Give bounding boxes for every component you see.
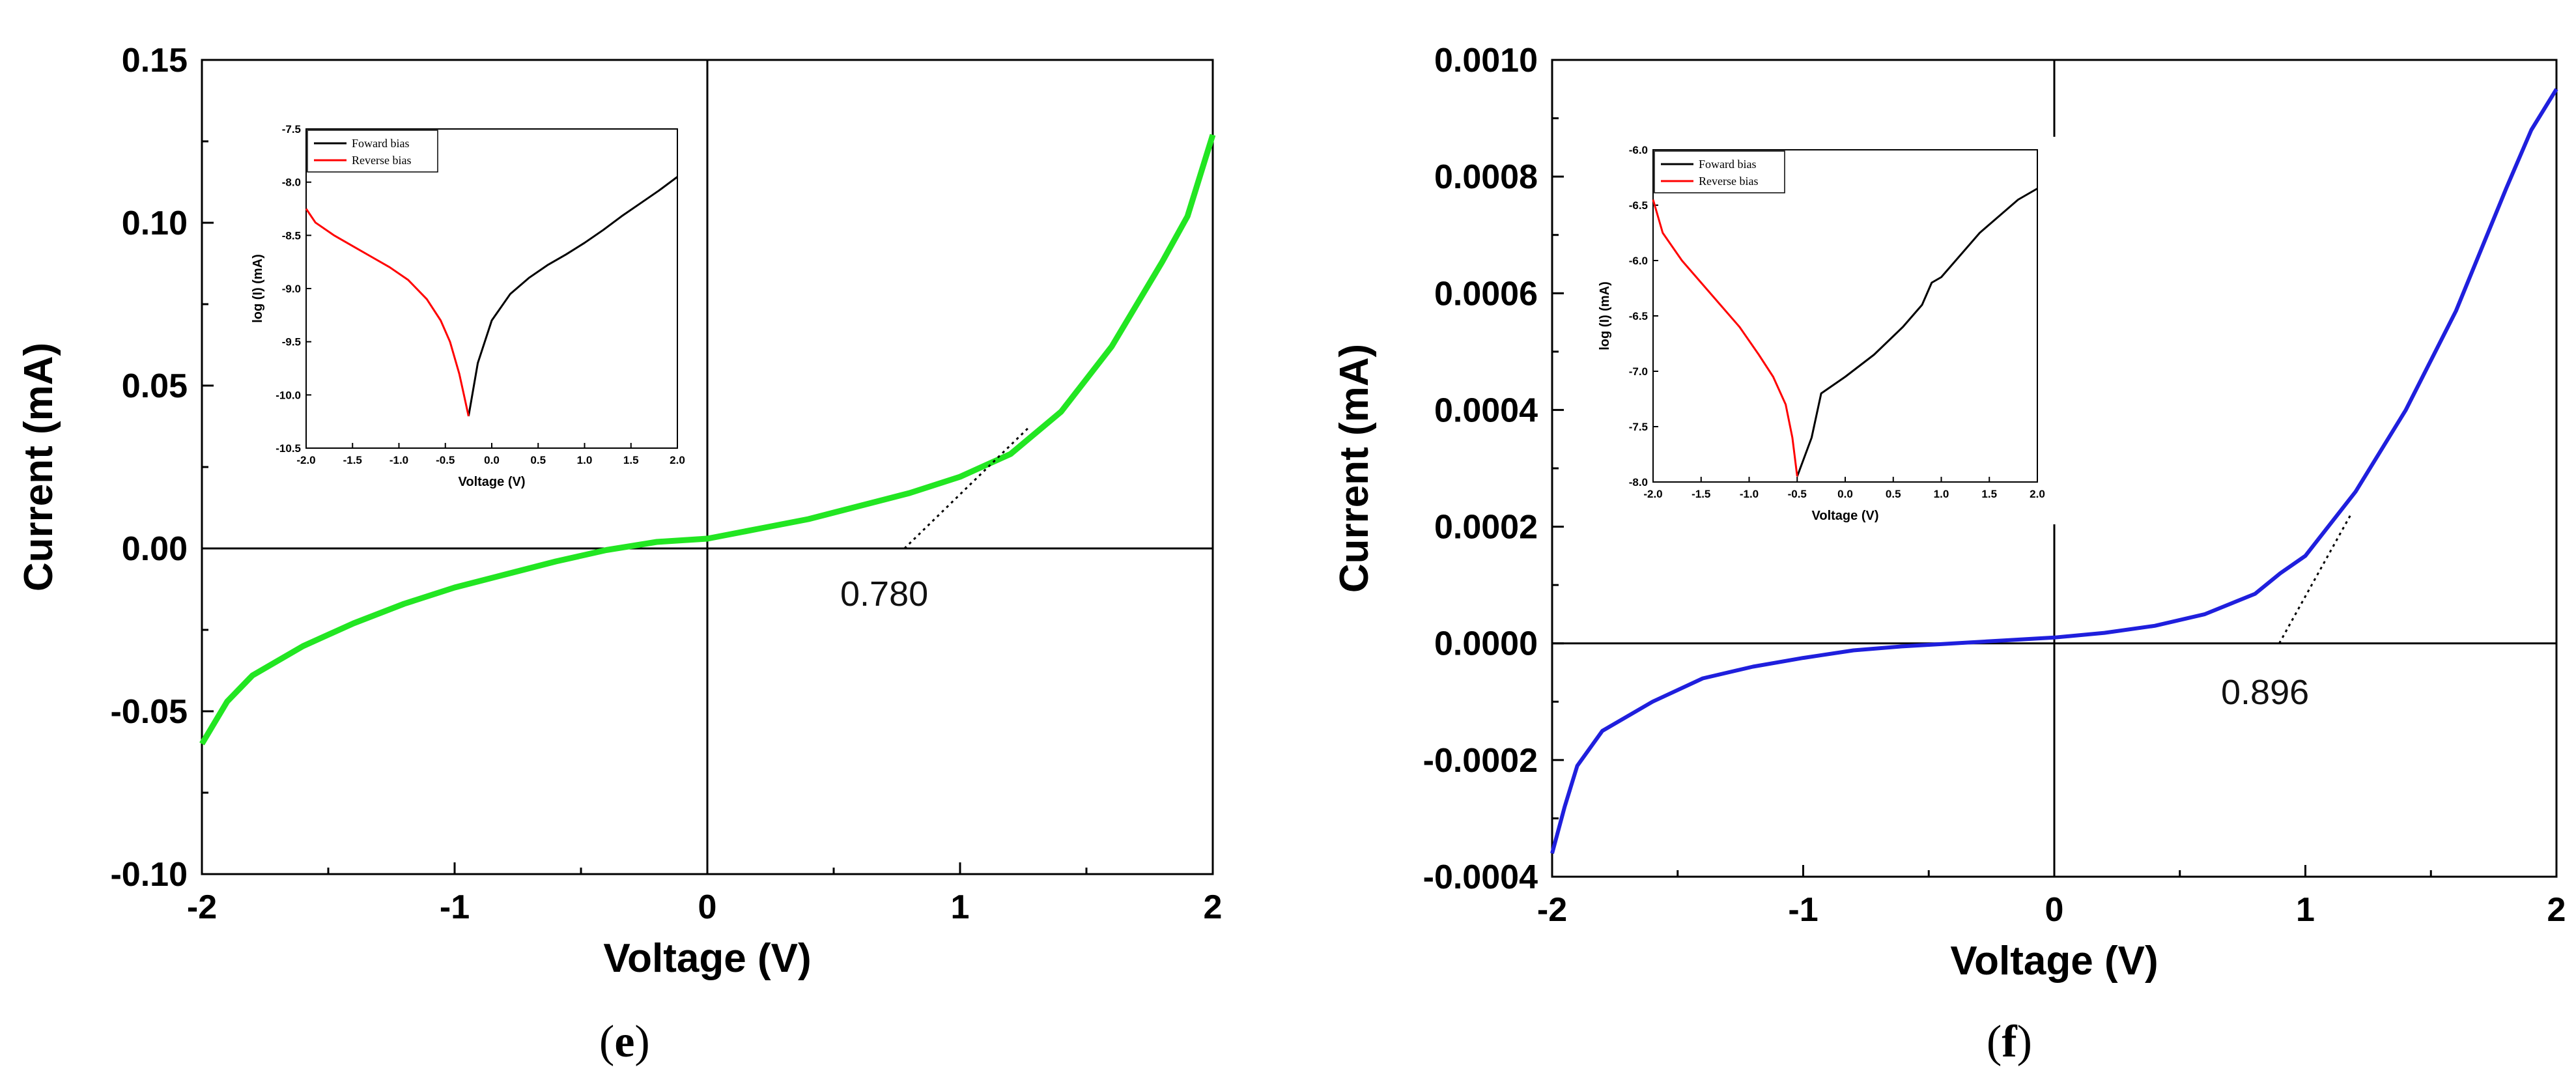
series-line: [199, 134, 1216, 746]
inset-y-tick-label: -6.0: [1629, 144, 1648, 156]
x-tick-label: 1: [951, 888, 970, 926]
legend-label: Foward bias: [352, 137, 410, 150]
inset-x-axis-title: Voltage (V): [1812, 509, 1879, 523]
tangent-line: [2278, 514, 2352, 644]
x-tick-label: -2: [1537, 891, 1567, 929]
threshold-annotation: 0.896: [2221, 673, 2309, 712]
x-tick-label: -2: [187, 888, 217, 926]
inset-x-axis-title: Voltage (V): [459, 475, 526, 489]
y-tick-label: -0.10: [110, 856, 188, 894]
x-tick-label: 2: [2547, 891, 2566, 929]
legend-label: Foward bias: [1699, 158, 1757, 171]
y-tick-label: 0.0008: [1434, 158, 1538, 196]
inset-background: [1614, 137, 2057, 524]
inset-series-line: [1796, 188, 2038, 477]
inset-series-line: [467, 176, 678, 417]
inset-x-tick-label: 0.5: [1886, 488, 1901, 500]
inset-y-tick-label: -9.5: [282, 336, 301, 348]
legend-box: [1654, 150, 1785, 193]
inset-f: -2.0 -1.5 -1.0 -0.5 0.0 0.5 1.0 1.5 2.0 -8.0 -7.5 -…: [1598, 137, 2057, 524]
chart-f: -2 -1 0 1 2 -0.0004 -0.0002 0.0000 0.0002 0.0004 0…: [1332, 42, 2566, 984]
inset-y-tick-label: -6.0: [1629, 255, 1648, 267]
inset-x-tick-label: -1.0: [1740, 488, 1759, 500]
inset-x-tick-label: -2.0: [296, 454, 315, 466]
y-tick-label: 0.0010: [1434, 42, 1538, 79]
inset-x-tick-label: -1.5: [343, 454, 362, 466]
inset-y-axis-title: log (I) (mA): [1598, 281, 1612, 350]
inset-x-tick-label: 0.0: [484, 454, 500, 466]
inset-series-line: [305, 208, 470, 417]
y-axis-title: Current (mA): [16, 343, 61, 591]
inset-x-tick-label: 1.5: [623, 454, 639, 466]
x-tick-label: -1: [440, 888, 470, 926]
inset-x-tick-label: -2.0: [1643, 488, 1662, 500]
inset-x-tick-label: 2.0: [670, 454, 685, 466]
inset-x-tick-label: -1.0: [389, 454, 408, 466]
x-tick-label: 2: [1204, 888, 1223, 926]
x-axis-title: Voltage (V): [1950, 939, 2158, 984]
y-tick-label: 0.0000: [1434, 625, 1538, 663]
inset-y-tick-label: -6.5: [1629, 310, 1648, 322]
y-tick-label: 0.0002: [1434, 509, 1538, 546]
inset-y-tick-label: -9.0: [282, 283, 301, 295]
y-axis-title: Current (mA): [1332, 344, 1377, 593]
inset-y-tick-label: -8.0: [282, 177, 301, 189]
inset-e: -2.0 -1.5 -1.0 -0.5 0.0 0.5 1.0 1.5 2.0 -10.5 -10.…: [251, 116, 697, 490]
y-tick-label: 0.05: [122, 367, 188, 405]
inset-x-tick-label: 1.0: [577, 454, 593, 466]
panel-label-e: e: [614, 1017, 635, 1067]
y-tick-label: 0.0006: [1434, 275, 1538, 313]
inset-y-tick-label: -7.5: [282, 123, 301, 135]
inset-x-tick-label: 2.0: [2030, 488, 2045, 500]
inset-legend: Foward bias Reverse bias: [1654, 150, 1785, 193]
x-tick-label: 0: [2045, 891, 2064, 929]
legend-label: Reverse bias: [352, 154, 411, 167]
inset-x-tick-label: -0.5: [436, 454, 455, 466]
inset-y-axis-title: log (I) (mA): [251, 254, 265, 323]
inset-y-tick-label: -8.5: [282, 229, 301, 242]
chart-e: -2 -1 0 1 2 -0.10 -0.05 0.00 0.05 0.10 0.15 Voltage…: [16, 42, 1222, 981]
panel-label-f: f: [2002, 1017, 2017, 1067]
x-axis-title: Voltage (V): [603, 936, 811, 981]
inset-x-tick-label: 0.0: [1837, 488, 1853, 500]
y-tick-label: -0.0002: [1423, 742, 1538, 780]
x-tick-label: 0: [698, 888, 717, 926]
inset-y-tick-label: -6.5: [1629, 199, 1648, 212]
inset-x-tick-label: -0.5: [1788, 488, 1807, 500]
y-tick-label: 0.15: [122, 42, 188, 79]
inset-legend: Foward bias Reverse bias: [307, 130, 438, 173]
x-tick-label: 1: [2296, 891, 2315, 929]
y-tick-label: -0.05: [110, 693, 188, 731]
tangent-line: [903, 427, 1029, 550]
legend-label: Reverse bias: [1699, 175, 1758, 188]
inset-x-tick-label: 1.0: [1934, 488, 1949, 500]
inset-y-tick-label: -8.0: [1629, 476, 1648, 489]
y-tick-label: -0.0004: [1423, 858, 1538, 896]
y-tick-label: 0.00: [122, 530, 188, 568]
y-tick-label: 0.10: [122, 205, 188, 242]
inset-y-tick-label: -10.5: [276, 442, 301, 455]
inset-y-tick-label: -7.5: [1629, 421, 1648, 433]
panel-caption-f: (f): [1987, 1017, 2032, 1067]
inset-x-tick-label: -1.5: [1691, 488, 1710, 500]
series-line: [1550, 88, 2558, 854]
x-tick-label: -1: [1788, 891, 1818, 929]
panel-caption-e: (e): [599, 1017, 650, 1067]
inset-x-tick-label: 0.5: [530, 454, 546, 466]
y-tick-label: 0.0004: [1434, 391, 1538, 429]
inset-y-tick-label: -10.0: [276, 389, 301, 401]
inset-series-line: [1652, 199, 1798, 477]
threshold-annotation: 0.780: [840, 574, 928, 614]
legend-box: [307, 130, 438, 173]
inset-x-tick-label: 1.5: [1981, 488, 1997, 500]
inset-background: [267, 116, 697, 490]
inset-y-tick-label: -7.0: [1629, 365, 1648, 378]
